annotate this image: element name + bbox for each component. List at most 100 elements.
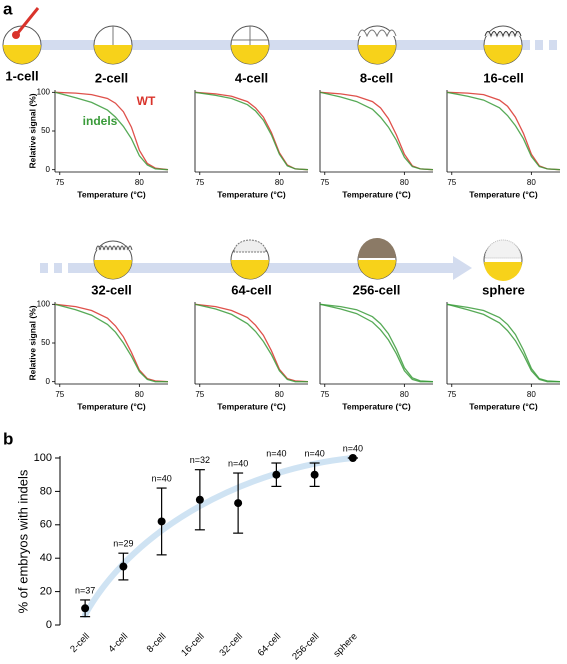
y-tick-label: 80 xyxy=(40,485,52,497)
timeline-band xyxy=(40,40,530,50)
y-tick-label: 50 xyxy=(41,126,50,135)
x-axis-label: Temperature (°C) xyxy=(342,189,411,199)
embryo-icon xyxy=(230,25,270,65)
timeline-dash xyxy=(535,40,543,50)
n-label: n=40 xyxy=(228,458,248,468)
embryo-icon xyxy=(483,239,523,281)
melt-curve xyxy=(54,91,169,171)
embryo-icon xyxy=(93,240,133,280)
stage-label: 32-cell xyxy=(91,282,131,297)
y-tick-label: 0 xyxy=(46,165,51,174)
panel-label: b xyxy=(3,429,13,448)
y-tick-label: 0 xyxy=(46,619,52,631)
x-tick-label: 8-cell xyxy=(145,631,169,655)
series-label: WT xyxy=(137,94,156,108)
point xyxy=(348,454,357,462)
timeline-dash xyxy=(40,263,48,273)
point xyxy=(119,562,128,571)
point xyxy=(195,495,204,504)
x-tick-label: 75 xyxy=(55,178,64,187)
melt-curve xyxy=(446,91,561,171)
y-tick-label: 60 xyxy=(40,519,52,531)
x-tick-label: 16-cell xyxy=(179,631,207,659)
melt-curve xyxy=(446,303,561,383)
x-axis-label: Temperature (°C) xyxy=(469,401,538,411)
trend-curve xyxy=(82,455,356,618)
x-axis-label: Temperature (°C) xyxy=(217,189,286,199)
n-label: n=40 xyxy=(266,448,286,458)
melt-curve xyxy=(194,91,309,171)
timeline-arrowhead xyxy=(453,256,472,280)
stage-label: 8-cell xyxy=(360,70,393,85)
melt-curve xyxy=(446,303,560,383)
x-tick-label: 75 xyxy=(320,390,329,399)
x-axis-label: Temperature (°C) xyxy=(77,401,146,411)
timeline-dash xyxy=(54,263,62,273)
x-axis-label: Temperature (°C) xyxy=(217,401,286,411)
stage-label: 4-cell xyxy=(235,70,268,85)
point xyxy=(272,470,281,479)
stage-label: 1-cell xyxy=(5,68,38,83)
x-tick-label: 32-cell xyxy=(217,631,245,659)
melt-curve xyxy=(194,303,308,383)
melt-curve xyxy=(319,91,434,171)
melt-curve xyxy=(54,303,169,383)
x-tick-label: 75 xyxy=(447,178,456,187)
melt-curve xyxy=(319,303,433,383)
x-tick-label: 256-cell xyxy=(290,631,321,662)
n-label: n=40 xyxy=(343,443,363,453)
x-axis-label: Temperature (°C) xyxy=(342,401,411,411)
n-label: n=32 xyxy=(190,455,210,465)
x-tick-label: 64-cell xyxy=(256,631,284,659)
x-axis-label: Temperature (°C) xyxy=(469,189,538,199)
embryo-icon xyxy=(483,25,523,65)
x-tick-label: 80 xyxy=(400,390,409,399)
melt-curve xyxy=(194,303,309,383)
x-tick-label: 80 xyxy=(275,390,284,399)
panel-label: a xyxy=(3,0,13,18)
n-label: n=37 xyxy=(75,585,95,595)
melt-curve xyxy=(446,91,561,171)
x-tick-label: 4-cell xyxy=(106,631,130,655)
point xyxy=(234,499,243,508)
embryo-icon xyxy=(2,7,42,65)
melt-curve xyxy=(54,91,169,171)
x-tick-label: 75 xyxy=(195,178,204,187)
x-tick-label: 75 xyxy=(195,390,204,399)
y-axis-label: % of embryos with indels xyxy=(15,469,30,613)
x-tick-label: 80 xyxy=(527,390,536,399)
melt-curve xyxy=(54,303,168,383)
stage-label: 2-cell xyxy=(95,70,128,85)
x-tick-label: 80 xyxy=(135,178,144,187)
x-tick-label: 75 xyxy=(447,390,456,399)
x-tick-label: 80 xyxy=(275,178,284,187)
embryo-icon xyxy=(93,25,133,65)
y-tick-label: 0 xyxy=(46,377,51,386)
x-tick-label: 2-cell xyxy=(68,631,92,655)
embryo-icon xyxy=(357,25,397,65)
stage-label: sphere xyxy=(482,282,525,297)
x-tick-label: 80 xyxy=(135,390,144,399)
melt-curve xyxy=(319,91,434,171)
n-label: n=40 xyxy=(151,473,171,483)
melt-curve xyxy=(194,91,309,171)
series-label: indels xyxy=(83,114,118,128)
timeline-dash xyxy=(549,40,557,50)
y-axis-label: Relative signal (%) xyxy=(27,93,37,168)
x-tick-label: 75 xyxy=(55,390,64,399)
x-tick-label: 75 xyxy=(320,178,329,187)
n-label: n=29 xyxy=(113,539,133,549)
y-tick-label: 20 xyxy=(40,586,52,598)
point xyxy=(310,470,319,479)
y-axis-label: Relative signal (%) xyxy=(27,305,37,380)
x-tick-label: sphere xyxy=(331,631,359,659)
y-tick-label: 100 xyxy=(34,452,52,464)
point xyxy=(81,604,90,613)
stage-label: 64-cell xyxy=(231,282,271,297)
y-tick-label: 100 xyxy=(37,87,51,96)
x-tick-label: 80 xyxy=(400,178,409,187)
y-tick-label: 100 xyxy=(37,299,51,308)
x-axis-label: Temperature (°C) xyxy=(77,189,146,199)
y-tick-label: 40 xyxy=(40,552,52,564)
